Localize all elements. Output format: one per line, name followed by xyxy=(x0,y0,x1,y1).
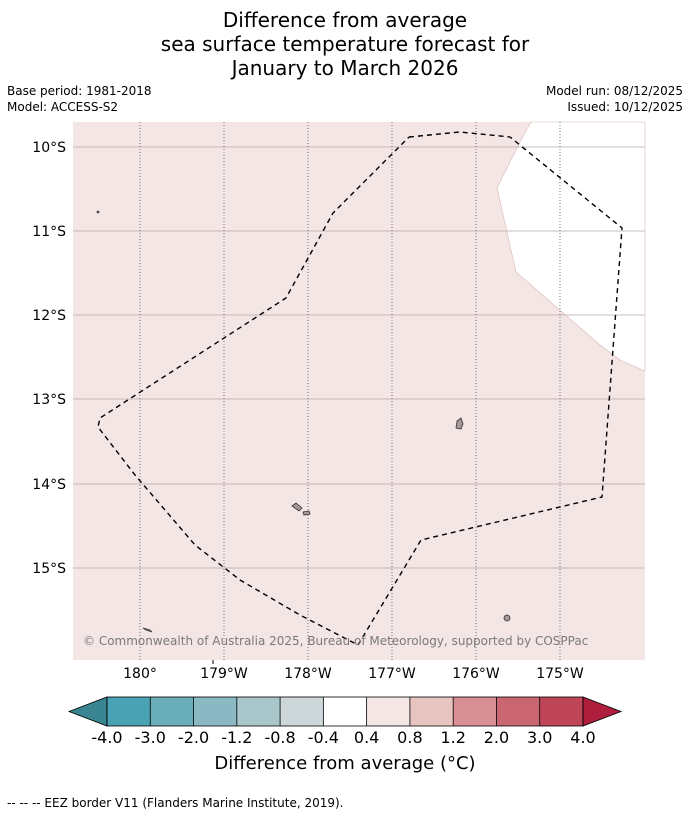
colorbar-segment xyxy=(323,697,367,726)
colorbar-tick-label: 1.2 xyxy=(440,728,465,747)
lon-label: 180° xyxy=(123,666,157,682)
map-panel: © Commonwealth of Australia 2025, Bureau… xyxy=(73,121,646,660)
colorbar-units-label: Difference from average (°C) xyxy=(214,753,476,774)
model-run-info: Model run: 08/12/2025 Issued: 10/12/2025 xyxy=(546,83,683,115)
lat-label: 10°S xyxy=(32,140,66,156)
colorbar-segment xyxy=(236,697,281,726)
eez-border xyxy=(97,131,623,646)
title-line-2: sea surface temperature forecast for xyxy=(160,32,530,56)
colorbar-tick-label: 4.0 xyxy=(570,728,595,747)
island-west xyxy=(291,502,303,512)
eez-footnote: -- -- -- EEZ border V11 (Flanders Marine… xyxy=(7,796,344,810)
lon-label: 178°W xyxy=(284,666,332,682)
colorbar-tick-label: -0.8 xyxy=(264,728,295,747)
lon-label: 175°W xyxy=(536,666,584,682)
colorbar-segment xyxy=(150,697,194,726)
model-name: Model: ACCESS-S2 xyxy=(7,100,119,114)
islands xyxy=(96,210,511,633)
lon-label: 177°W xyxy=(368,666,416,682)
colorbar-tick-label: 2.0 xyxy=(484,728,509,747)
colorbar-tick-label: -3.0 xyxy=(135,728,166,747)
colorbar-tick-label: -0.4 xyxy=(308,728,339,747)
base-period: Base period: 1981-2018 xyxy=(7,84,152,98)
colorbar-segment xyxy=(453,697,497,726)
base-period-info: Base period: 1981-2018 Model: ACCESS-S2 xyxy=(7,83,152,115)
lat-label: 13°S xyxy=(32,392,66,408)
island-south xyxy=(503,614,511,622)
colorbar-low-extend xyxy=(67,696,108,727)
colorbar-tick-label: 3.0 xyxy=(527,728,552,747)
island-west-small xyxy=(302,510,311,516)
copyright-notice: © Commonwealth of Australia 2025, Bureau… xyxy=(83,634,588,648)
lon-label: 176°W xyxy=(452,666,500,682)
lat-label: 14°S xyxy=(32,477,66,493)
island-southwest xyxy=(142,627,153,633)
lat-label: 11°S xyxy=(32,224,66,240)
colorbar-segment xyxy=(366,697,410,726)
model-run-date: Model run: 08/12/2025 xyxy=(545,84,683,98)
colorbar-high-extend xyxy=(582,696,623,727)
latitude-labels: 10°S 11°S 12°S 13°S 14°S 15°S xyxy=(32,140,66,577)
colorbar-segment xyxy=(193,697,237,726)
lat-label: 15°S xyxy=(32,561,66,577)
issued-date: Issued: 10/12/2025 xyxy=(567,100,683,114)
colorbar-segment xyxy=(280,697,324,726)
colorbar-segment xyxy=(409,697,454,726)
title-line-3: January to March 2026 xyxy=(231,56,459,80)
chart-title: Difference from average sea surface temp… xyxy=(0,8,690,80)
longitude-labels: 180° 179°W 178°W 177°W 176°W 175°W xyxy=(123,666,584,682)
neutral-anomaly-region xyxy=(496,121,646,372)
lon-label: 179°W xyxy=(200,666,248,682)
colorbar-segment xyxy=(107,697,151,726)
colorbar-tick-label: -4.0 xyxy=(91,728,122,747)
colorbar-tick-label: -1.2 xyxy=(221,728,252,747)
colorbar-tick-label: 0.8 xyxy=(397,728,422,747)
lat-label: 12°S xyxy=(32,308,66,324)
island-east xyxy=(455,417,464,430)
colorbar-tick-label: 0.4 xyxy=(354,728,379,747)
colorbar-segment xyxy=(539,697,583,726)
colorbar-segment xyxy=(496,697,540,726)
latitude-gridlines xyxy=(73,146,645,569)
island-northwest xyxy=(96,210,100,214)
colorbar-tick-label: -2.0 xyxy=(178,728,209,747)
title-line-1: Difference from average xyxy=(222,8,468,32)
colorbar: -4.0 -3.0 -2.0 -1.2 -0.8 -0.4 0.4 0.8 1.2 2.0 3.0 4… xyxy=(67,696,623,747)
